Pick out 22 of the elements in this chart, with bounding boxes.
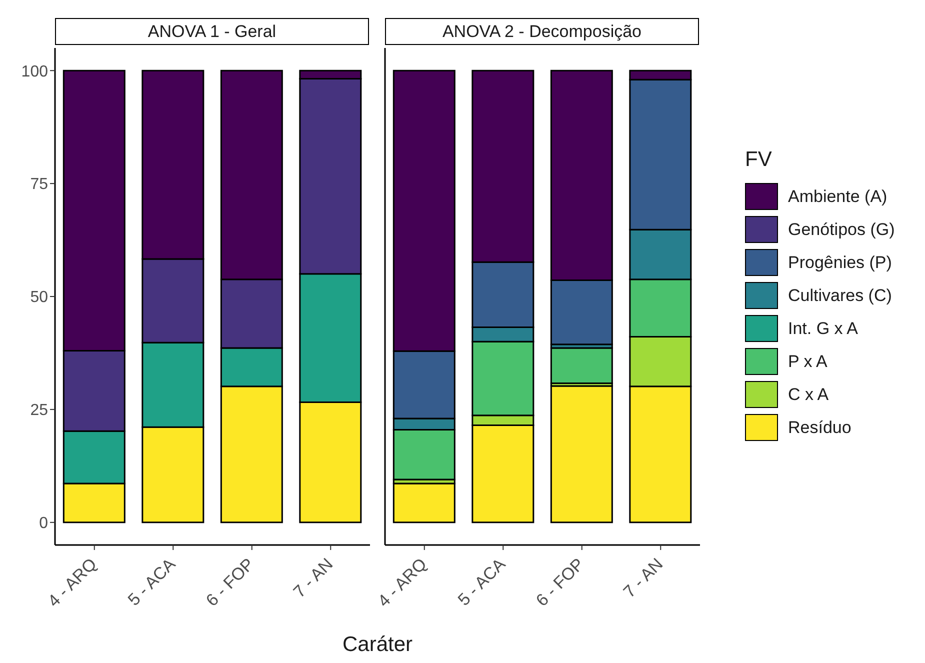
- bar: [550, 385, 613, 524]
- y-tick-label: 25: [30, 402, 48, 420]
- legend-title: FV: [745, 148, 773, 172]
- x-tick-label: 7 - AN: [290, 554, 337, 602]
- chart-title: ANOVA 1 - Geral: [55, 18, 369, 45]
- text: C x A: [788, 384, 829, 404]
- legend-label: Ambiente (A): [788, 186, 888, 206]
- y-tick-label: 50: [30, 289, 48, 306]
- bar: [550, 347, 613, 384]
- legend-label: Int. G x A: [788, 318, 858, 338]
- y-tick-label: 100: [21, 63, 48, 80]
- legend-label: Genótipos (G): [788, 220, 895, 240]
- text: Progênies (P): [788, 252, 892, 272]
- y-tick-label: 75: [30, 176, 48, 194]
- text: P x A: [788, 352, 828, 372]
- chart-title: ANOVA 2 - Decomposição: [385, 18, 699, 45]
- bar: [392, 482, 456, 524]
- x-tick-label: 7 - AN: [620, 554, 667, 602]
- legend-label: Resíduo: [788, 418, 852, 438]
- text: Cultivares (C): [788, 286, 892, 306]
- y-tick-label: 0: [39, 515, 48, 532]
- x-axis-title: Caráter: [341, 633, 414, 657]
